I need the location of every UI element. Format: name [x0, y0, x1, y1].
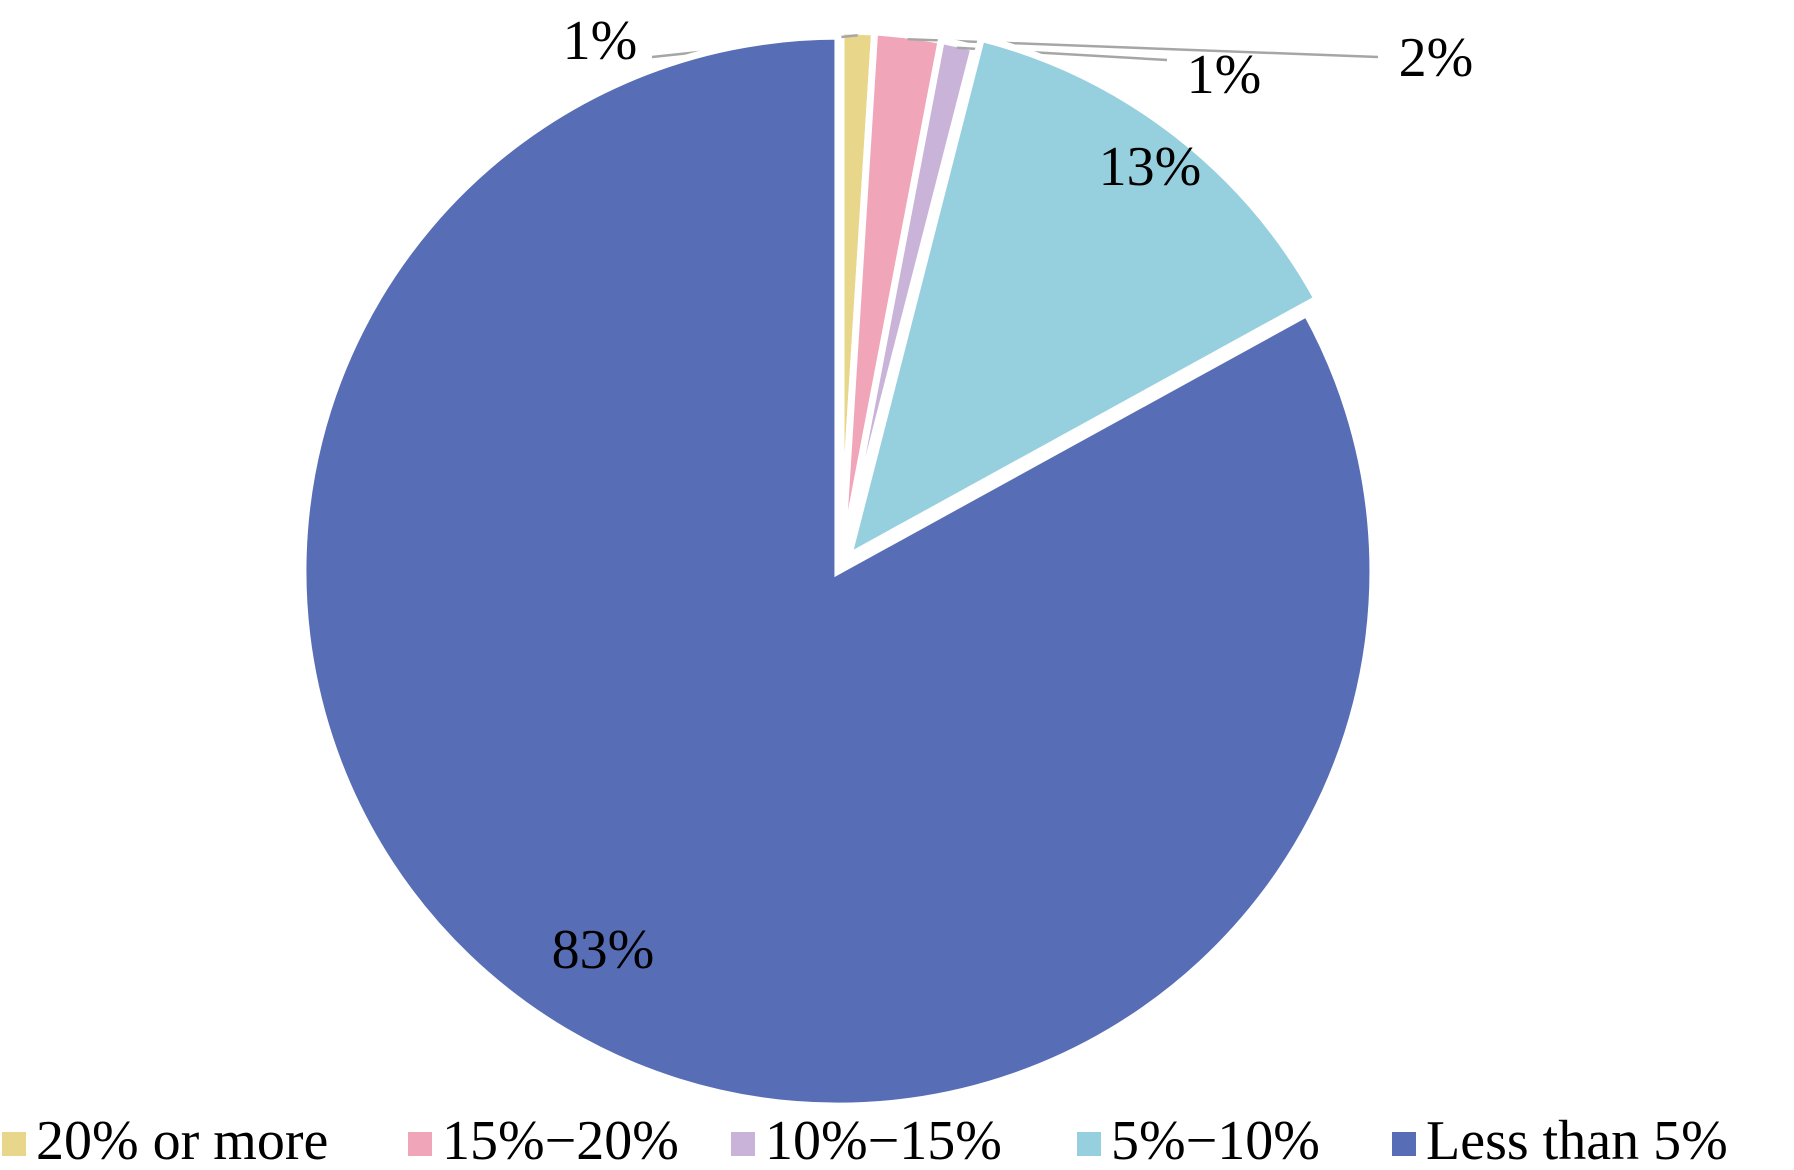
data-label: 2% — [1399, 27, 1474, 89]
legend-label: 10%−15% — [765, 1110, 1002, 1170]
legend-label: Less than 5% — [1426, 1110, 1728, 1170]
legend-label: 20% or more — [36, 1110, 328, 1170]
data-label: 1% — [563, 10, 638, 72]
legend-swatch — [1077, 1132, 1101, 1156]
legend-label: 5%−10% — [1111, 1110, 1320, 1170]
legend-swatch — [1392, 1132, 1416, 1156]
data-label: 1% — [1187, 44, 1262, 106]
data-label: 83% — [552, 919, 655, 981]
pie-slice — [299, 32, 1377, 1110]
data-label: 13% — [1099, 136, 1202, 198]
legend-swatch — [731, 1132, 755, 1156]
legend-swatch — [2, 1132, 26, 1156]
legend-swatch — [408, 1132, 432, 1156]
pie-slice — [842, 34, 1322, 564]
legend-label: 15%−20% — [442, 1110, 679, 1170]
